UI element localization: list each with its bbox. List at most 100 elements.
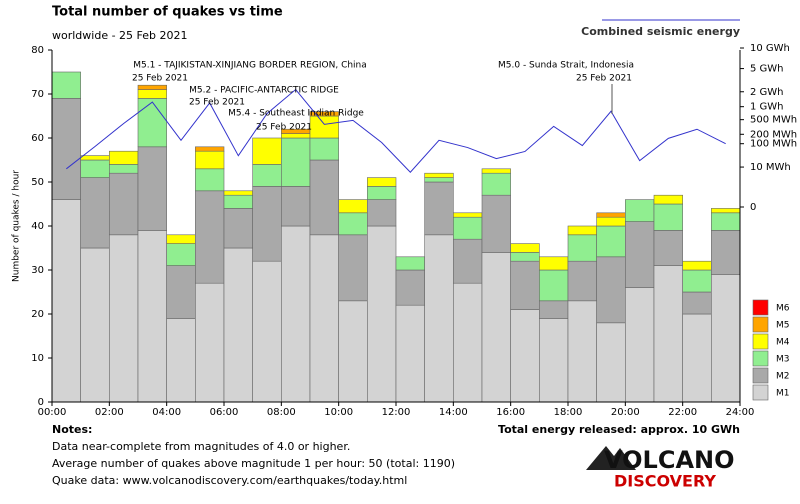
bar-segment (338, 199, 368, 214)
bar-segment (596, 225, 626, 258)
bar-segment (166, 234, 196, 244)
bar-segment (711, 208, 741, 214)
annotation-date: 25 Feb 2021 (576, 74, 632, 84)
bar-segment (453, 216, 483, 240)
bar-segment (367, 186, 397, 200)
bar-segment (281, 133, 311, 139)
bar-segment (424, 172, 454, 178)
bar-segment (309, 159, 339, 236)
x-tick-label: 00:00 (38, 407, 67, 418)
y-tick-label: 20 (31, 309, 44, 320)
bar-segment (567, 234, 597, 262)
bar-segment (453, 238, 483, 284)
bar-segment (195, 168, 225, 192)
bar-segment (653, 194, 683, 205)
bar-segment (80, 159, 110, 178)
bar-segment (281, 225, 311, 403)
bar-segment (539, 256, 569, 271)
bar-segment (567, 225, 597, 236)
x-tick-label: 06:00 (210, 407, 239, 418)
x-tick-label: 24:00 (726, 407, 755, 418)
bar-segment (109, 172, 139, 236)
x-tick-label: 02:00 (95, 407, 124, 418)
bar-segment (596, 256, 626, 324)
bar-segment (309, 234, 339, 403)
y-tick-label: 10 (31, 353, 44, 364)
bar-segment (653, 265, 683, 403)
bar-segment (481, 172, 511, 196)
bar-segment (653, 203, 683, 231)
bar-segment (80, 177, 110, 249)
logo-icon (586, 446, 636, 470)
bar-segment (481, 194, 511, 253)
legend-label: M6 (776, 304, 790, 314)
annotation-date: 25 Feb 2021 (132, 74, 188, 84)
energy-legend-label: Combined seismic energy (581, 25, 740, 38)
bar-segment (653, 230, 683, 266)
bar-segment (51, 199, 81, 403)
bar-segment (51, 98, 81, 200)
bar-segment (395, 304, 425, 403)
bar-segment (252, 164, 282, 187)
bar-segment (223, 194, 253, 209)
bar-segment (367, 177, 397, 187)
bar-segment (80, 155, 110, 161)
y-tick-label: 30 (31, 265, 44, 276)
y-tick-label: 80 (31, 45, 44, 56)
annotation: M5.4 - Southeast Indian Ridge (228, 109, 364, 119)
logo-text: DISCOVERY (614, 472, 716, 491)
legend-swatch (752, 299, 769, 316)
bar-segment (711, 212, 741, 231)
bar-segment (137, 89, 167, 99)
bar-segment (424, 177, 454, 183)
bar-segment (309, 137, 339, 161)
legend-label: M4 (776, 338, 790, 348)
bar-segment (338, 234, 368, 302)
bar-segment (252, 137, 282, 165)
bar-segment (596, 216, 626, 227)
y-tick-label: 60 (31, 133, 44, 144)
logo-text: VOLCANO (604, 446, 735, 474)
annotation: M5.1 - TAJIKISTAN-XINJIANG BORDER REGION… (133, 61, 367, 71)
bar-segment (137, 98, 167, 148)
x-tick-label: 16:00 (496, 407, 525, 418)
bar-segment (137, 146, 167, 231)
bar-segment (596, 212, 626, 218)
bar-segment (539, 318, 569, 403)
bar-segment (252, 260, 282, 403)
legend-label: M3 (776, 355, 790, 365)
bar-segment (309, 115, 339, 139)
bar-segment (481, 168, 511, 174)
annotation: M5.0 - Sunda Strait, Indonesia (498, 61, 634, 71)
bar-segment (223, 208, 253, 249)
chart-subtitle: worldwide - 25 Feb 2021 (52, 29, 188, 42)
y-tick-label: 0 (38, 397, 44, 408)
bar-segment (109, 150, 139, 165)
bar-segment (338, 212, 368, 236)
bar-segment (395, 269, 425, 306)
energy-line (66, 88, 726, 173)
note: Quake data: www.volcanodiscovery.com/ear… (52, 474, 407, 487)
bar-segment (338, 300, 368, 403)
bar-segment (510, 252, 540, 262)
x-tick-label: 20:00 (611, 407, 640, 418)
legend-label: M2 (776, 372, 790, 382)
bar-segment (510, 243, 540, 253)
chart-title: Total number of quakes vs time (52, 5, 283, 20)
y2-tick-label: 500 MWh (750, 115, 797, 126)
x-tick-label: 22:00 (668, 407, 697, 418)
x-tick-label: 14:00 (439, 407, 468, 418)
bar-segment (625, 199, 655, 222)
bar-segment (567, 260, 597, 302)
bar-segment (539, 300, 569, 319)
bar-segment (137, 230, 167, 403)
bar-segment (453, 282, 483, 403)
y2-tick-label: 1 GWh (750, 102, 784, 113)
bar-segment (453, 212, 483, 218)
bar-segment (711, 274, 741, 403)
bar-segment (424, 234, 454, 403)
bar-segment (166, 318, 196, 403)
bar-segment (596, 322, 626, 403)
x-tick-label: 12:00 (382, 407, 411, 418)
